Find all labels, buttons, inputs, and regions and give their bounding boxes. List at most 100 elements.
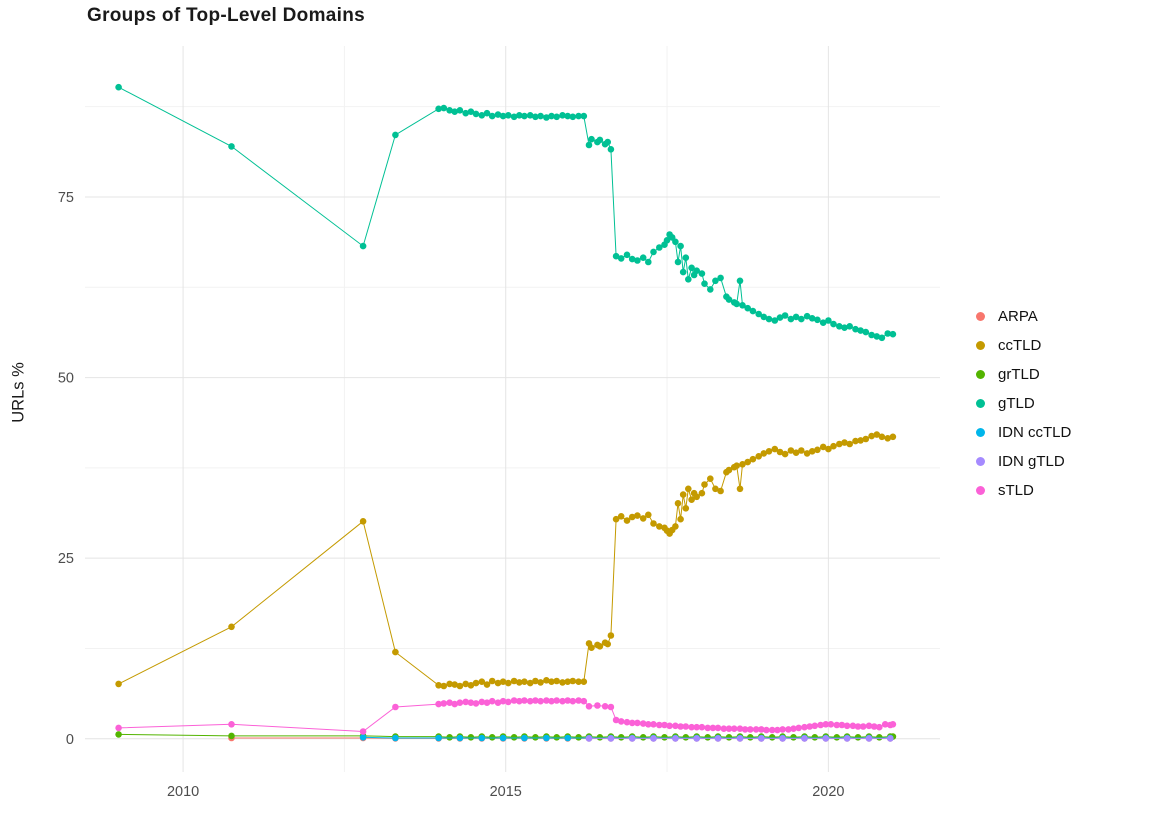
data-point [483,699,491,706]
data-point [467,682,475,689]
data-point [779,726,786,733]
data-point [725,296,733,303]
data-point [628,719,636,727]
data-point [889,721,897,728]
data-point [588,644,595,651]
data-point [559,679,566,686]
data-point [462,698,470,706]
data-point [634,719,641,727]
data-point [739,302,746,309]
data-point [709,724,717,732]
data-point [115,724,122,732]
data-point [521,112,528,120]
data-point [392,648,399,656]
legend: ARPA ccTLD grTLD gTLD IDN ccTLD IDN gTLD sTLD [976,306,1071,501]
data-point [451,681,459,688]
legend-point-icon [976,370,985,379]
data-point [736,735,744,742]
data-point [634,512,641,519]
data-point [532,734,539,741]
data-point [765,448,773,455]
data-point [714,724,722,732]
data-point [849,722,857,730]
legend-point-icon [976,312,985,321]
data-point [628,735,636,742]
data-point [601,703,609,710]
data-point [758,735,765,742]
data-point [639,254,647,261]
data-point [771,317,779,324]
legend-label: sTLD [998,482,1034,499]
data-point [548,697,555,705]
data-point [435,734,442,742]
data-point [682,723,690,730]
data-point [462,109,470,117]
data-point [553,677,560,685]
data-point [359,734,367,741]
data-point [787,315,795,323]
data-point [650,735,657,742]
data-point [868,331,875,339]
data-point [889,433,897,441]
data-point [889,330,897,338]
data-point [693,493,700,501]
data-point [749,307,757,315]
data-point [478,698,486,706]
data-point [843,735,851,742]
data-point [661,734,668,741]
data-point [730,725,738,732]
data-point [575,697,582,704]
legend-item-IDN-gTLD: IDN gTLD [976,451,1071,472]
data-point [712,485,719,493]
data-point [612,716,620,724]
data-point [488,697,496,705]
data-point [693,267,700,275]
data-point [819,319,827,327]
data-point [852,325,859,333]
data-point [532,113,539,121]
legend-point-icon [976,399,985,408]
data-point [510,734,518,741]
data-point [755,453,762,460]
data-point [553,113,560,121]
y-tick-label: 50 [58,371,74,387]
data-point [776,314,784,321]
data-point [521,697,528,704]
data-point [736,277,744,285]
data-point [859,723,867,730]
x-tick-label: 2015 [490,784,522,800]
data-point [663,237,671,244]
data-point [854,723,862,730]
data-point [806,723,813,730]
data-point [650,721,657,728]
data-point [580,678,588,685]
data-point [814,316,821,324]
data-point [617,734,625,741]
data-point [814,446,821,454]
data-point [575,678,582,685]
data-point [580,112,588,120]
data-point [771,445,779,453]
data-point [488,734,496,741]
data-point [617,513,625,520]
data-point [596,643,604,650]
data-point [628,255,636,263]
data-point [674,500,682,507]
data-point [760,313,768,321]
data-point [830,320,837,328]
legend-label: gTLD [998,395,1035,412]
data-point [781,312,789,319]
data-point [817,721,824,729]
series-sTLD [115,697,897,735]
data-point [650,248,657,256]
data-point [688,723,695,731]
data-point [698,489,706,497]
data-point [774,726,781,734]
data-point [862,435,870,443]
data-point [585,141,593,149]
data-point [543,114,550,121]
legend-item-grTLD: grTLD [976,364,1071,385]
data-point [656,721,663,729]
data-point [838,721,846,729]
data-point [607,735,615,742]
